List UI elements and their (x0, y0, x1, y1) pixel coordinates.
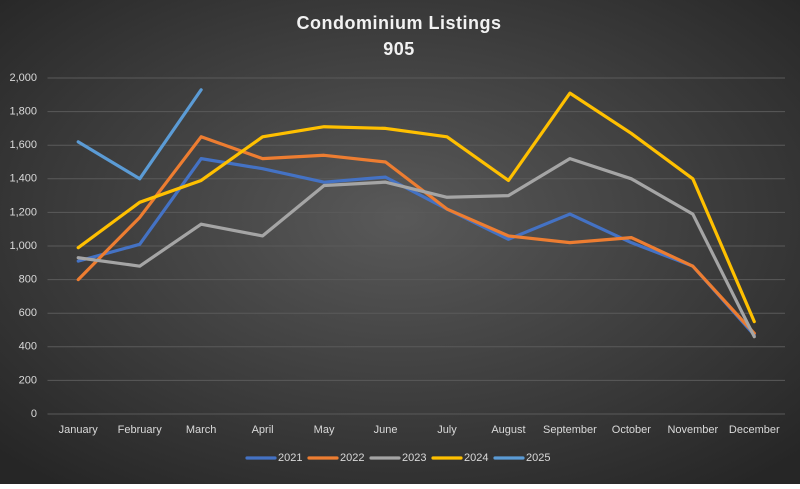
y-tick-label: 2,000 (9, 72, 37, 84)
x-tick-label: February (118, 424, 163, 436)
y-tick-label: 1,800 (9, 106, 37, 118)
legend-label: 2025 (526, 452, 550, 464)
legend-label: 2024 (464, 452, 488, 464)
x-tick-label: January (59, 424, 99, 436)
chart-subtitle: 905 (383, 39, 415, 59)
y-tick-label: 0 (31, 408, 37, 420)
x-tick-label: October (612, 424, 651, 436)
y-tick-label: 400 (19, 341, 37, 353)
x-tick-label: May (314, 424, 335, 436)
y-tick-label: 1,000 (9, 240, 37, 252)
y-tick-label: 1,600 (9, 139, 37, 151)
series-line (76, 91, 756, 324)
x-tick-label: June (374, 424, 398, 436)
legend-label: 2022 (340, 452, 364, 464)
x-tick-label: April (252, 424, 274, 436)
legend-label: 2021 (278, 452, 302, 464)
series-line (76, 157, 756, 337)
chart-title: Condominium Listings (297, 13, 502, 33)
y-tick-label: 1,400 (9, 173, 37, 185)
x-tick-label: November (667, 424, 718, 436)
y-tick-label: 1,200 (9, 206, 37, 218)
x-tick-label: July (437, 424, 457, 436)
x-tick-label: September (543, 424, 597, 436)
series-line (76, 135, 756, 335)
y-tick-label: 800 (19, 274, 37, 286)
y-tick-label: 200 (19, 374, 37, 386)
legend-label: 2023 (402, 452, 426, 464)
series-line (76, 157, 756, 339)
series-line (76, 88, 203, 181)
x-tick-label: December (729, 424, 780, 436)
x-tick-label: August (491, 424, 525, 436)
y-tick-label: 600 (19, 307, 37, 319)
x-tick-label: March (186, 424, 217, 436)
